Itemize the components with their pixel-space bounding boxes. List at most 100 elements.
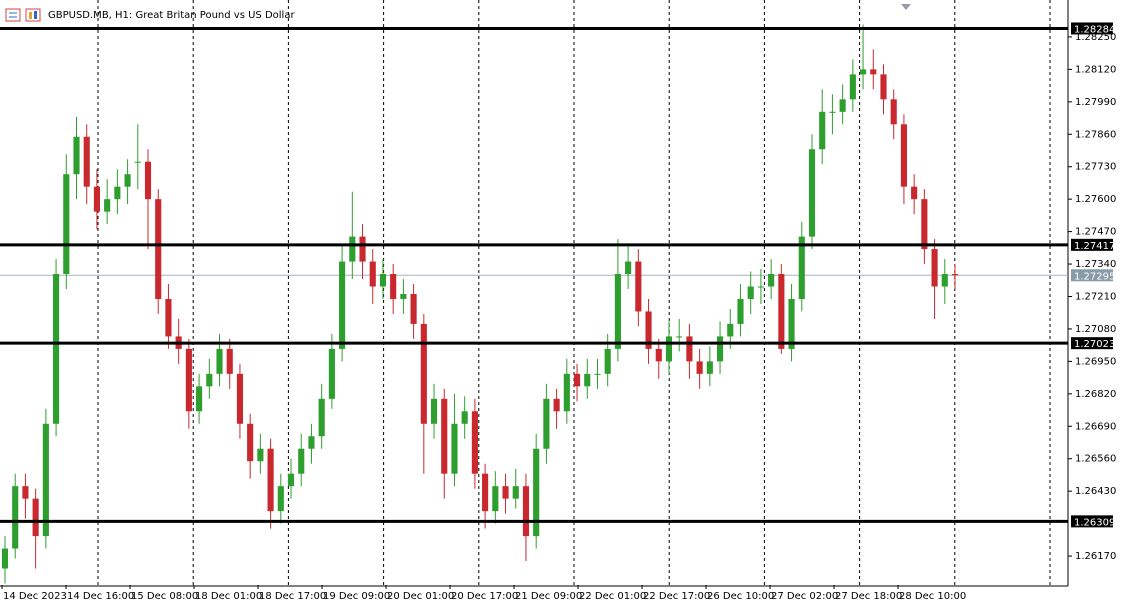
candle-body [941,274,948,287]
candle-body [502,486,509,499]
candle-body [757,286,764,288]
y-tick-label: 1.27730 [1075,162,1116,173]
candle-body [1,548,9,569]
y-tick-label: 1.27860 [1075,129,1116,140]
x-tick-label: 14 Dec 2023 [3,591,67,602]
level-box [1071,22,1113,35]
candle-body [768,274,775,287]
x-tick-label: 28 Dec 10:00 [899,591,966,602]
candle-body [573,373,581,387]
candle-body [798,236,805,299]
x-tick-label: 21 Dec 09:00 [515,591,582,602]
candle-body [379,274,387,287]
level-label: 1.27023 [1074,339,1115,350]
candle-body [451,423,458,474]
candle-body [543,398,550,449]
candle-body [318,398,325,437]
y-tick-label: 1.26170 [1075,551,1116,562]
candle-body [686,336,693,362]
x-tick-label: 26 Dec 10:00 [707,591,774,602]
candle-body [63,174,70,275]
candle-body [12,486,19,549]
level-label: 1.26309 [1074,517,1115,528]
chart-icons [5,8,41,22]
y-tick-label: 1.28250 [1075,32,1116,43]
x-tick-label: 14 Dec 16:00 [67,591,134,602]
candle-body [522,486,530,537]
candle-body [185,348,192,412]
candle-body [635,261,642,312]
candle-body [339,261,346,349]
level-label: 1.27417 [1074,241,1115,252]
x-tick-label: 15 Dec 08:00 [131,591,198,602]
y-tick-label: 1.26560 [1075,454,1116,465]
candle-body [134,161,141,163]
candle-body [716,336,724,362]
candle-body [226,348,233,374]
candle-body [931,249,938,287]
candle-body [114,186,121,200]
candle-body [737,298,744,324]
candle-body [839,99,846,112]
x-tick-label: 22 Dec 01:00 [579,591,646,602]
candle-body [778,274,785,349]
current-price-box [1071,269,1113,282]
x-tick-label: 19 Dec 09:00 [323,591,390,602]
candle-body [83,136,90,187]
candle-body [665,336,673,362]
icon [34,11,37,19]
candle-body [880,74,887,100]
candle-body [594,373,601,375]
candle-body [196,386,203,412]
icon [29,12,32,19]
candle-body [73,136,80,175]
y-tick-label: 1.27340 [1075,259,1116,270]
candle-body [22,486,29,499]
candle-body [921,199,928,250]
candle-body [32,498,39,537]
candle-body [900,124,907,187]
candle-body [492,486,499,512]
candle-body [400,293,407,299]
candle-body [53,274,60,424]
x-tick-label: 20 Dec 01:00 [387,591,454,602]
candle-body [369,261,376,287]
candle-body [482,473,489,512]
candle-body [420,323,427,424]
candle-body [257,448,264,462]
y-tick-label: 1.27990 [1075,97,1116,108]
candle-body [512,486,519,499]
candle-body [614,274,621,349]
x-tick-label: 18 Dec 17:00 [259,591,326,602]
candle-body [359,236,366,262]
candle-body [951,274,959,276]
candle-body [819,111,826,150]
candle-body [849,74,856,100]
candle-body [563,373,570,412]
level-box [1071,515,1113,528]
candle-body [247,423,254,462]
candle-body [604,348,611,374]
candle-body [645,311,652,349]
icon [5,8,21,22]
x-tick-label: 20 Dec 17:00 [451,591,518,602]
candle-body [410,293,417,324]
candle-body [584,373,591,387]
x-tick-label: 27 Dec 18:00 [835,591,902,602]
level-box [1071,337,1113,350]
candle-body [441,398,448,474]
candle-body [625,261,632,275]
candle-body [533,448,540,537]
y-tick-label: 1.26820 [1075,389,1116,400]
candle-body [727,323,734,337]
x-tick-label: 27 Dec 02:00 [771,591,838,602]
candle-body [808,149,816,237]
candle-body [236,373,244,424]
candle-body [206,373,213,387]
candle-body [747,286,754,299]
level-label: 1.28284 [1074,24,1115,35]
shift-marker [901,4,911,10]
candle-body [461,411,468,424]
